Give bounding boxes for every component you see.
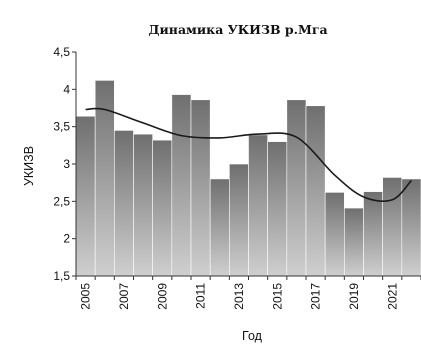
x-tick-label: 2013 xyxy=(232,283,246,310)
bar-2013 xyxy=(229,163,249,277)
y-ticks: 1,5 2 2,5 3 3,5 4 4,5 xyxy=(53,45,76,283)
bar-2014 xyxy=(248,134,268,277)
x-axis-label: Год xyxy=(242,329,263,343)
bar-2020 xyxy=(363,191,383,277)
x-tick-label: 2015 xyxy=(270,283,284,310)
bar-2018 xyxy=(324,192,345,277)
y-tick-label: 2,5 xyxy=(53,194,70,208)
y-tick-label: 2 xyxy=(63,232,70,246)
bar-2011 xyxy=(190,99,211,277)
bar-2022 xyxy=(401,178,421,277)
bar-2021 xyxy=(382,177,403,277)
bar-2016 xyxy=(286,99,307,277)
trend-line xyxy=(85,107,413,202)
chart-title: Динамика УКИЗВ р.Мга xyxy=(148,22,327,37)
bar-2015 xyxy=(267,141,288,277)
y-tick-label: 3,5 xyxy=(53,120,70,134)
bar-2012 xyxy=(209,178,230,277)
x-tick-label: 2019 xyxy=(347,283,361,310)
bar-2009 xyxy=(152,139,173,277)
bar-2010 xyxy=(171,94,192,277)
x-tick-label: 2017 xyxy=(309,283,323,310)
y-tick-label: 4,5 xyxy=(53,45,70,59)
x-tick-label: 2021 xyxy=(385,283,399,310)
bar-2007 xyxy=(114,130,134,277)
bar-2008 xyxy=(133,133,153,277)
y-tick-label: 1,5 xyxy=(53,269,70,283)
x-tick-label: 2009 xyxy=(155,283,169,310)
bar-2019 xyxy=(344,207,364,277)
x-tick-label: 2005 xyxy=(79,283,93,310)
bar-2005 xyxy=(75,115,96,277)
x-ticks: 2005 2007 2009 2011 2013 2015 2017 2019 2021 xyxy=(75,276,421,310)
bars xyxy=(75,80,421,277)
x-tick-label: 2011 xyxy=(194,283,208,309)
y-axis-label: УКИЗВ xyxy=(22,146,36,186)
y-tick-label: 4 xyxy=(63,82,70,96)
x-tick-label: 2007 xyxy=(117,283,131,310)
y-tick-label: 3 xyxy=(63,157,70,171)
bar-2017 xyxy=(305,105,326,277)
